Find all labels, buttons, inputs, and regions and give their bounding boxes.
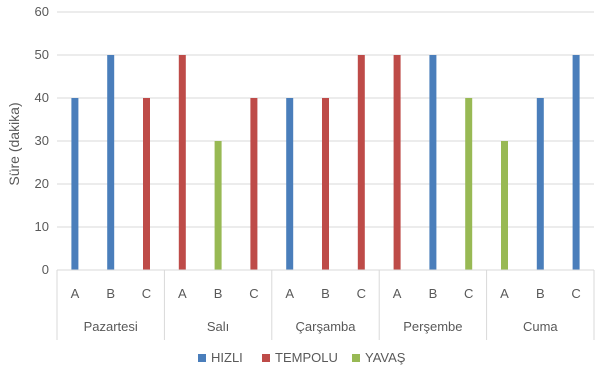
y-tick-label: 50 — [35, 47, 49, 62]
bar-tempolu-çarşamba-b — [322, 98, 329, 270]
legend: HIZLI TEMPOLU YAVAŞ — [198, 350, 406, 365]
x-axis: A B C A B C A B C A B C A B C Pazartesi Salı Çarşamba Perş… — [56, 269, 595, 340]
legend-swatch-tempolu — [262, 354, 270, 362]
legend-swatch-yavaş — [352, 354, 360, 362]
bar-yavaş-cuma-a — [501, 141, 508, 270]
bar-hizli-pazartesi-a — [71, 98, 79, 270]
x-category-label: A — [71, 286, 80, 301]
x-category-label: A — [393, 286, 402, 301]
y-tick-label: 40 — [35, 90, 49, 105]
y-axis-title: Süre (dakika) — [6, 102, 22, 185]
y-tick-label: 60 — [35, 4, 49, 19]
x-category-label: A — [285, 286, 294, 301]
x-category-label: A — [178, 286, 187, 301]
bar-hizli-perşembe-b — [429, 55, 437, 270]
bar-hizli-cuma-c — [572, 55, 580, 270]
y-tick-label: 30 — [35, 133, 49, 148]
y-tick-label: 10 — [35, 219, 49, 234]
bar-hizli-çarşamba-a — [286, 98, 294, 270]
x-category-label: C — [571, 286, 580, 301]
x-category-label: C — [249, 286, 258, 301]
x-category-label: B — [536, 286, 545, 301]
bar-hizli-pazartesi-b — [107, 55, 115, 270]
x-group-label: Pazartesi — [84, 319, 138, 334]
x-group-label: Salı — [207, 319, 229, 334]
bar-yavaş-perşembe-c — [465, 98, 473, 270]
legend-swatch-hizli — [198, 354, 206, 362]
bar-tempolu-pazartesi-c — [143, 98, 150, 270]
x-category-label: C — [357, 286, 366, 301]
x-group-label: Çarşamba — [296, 319, 357, 334]
y-axis: 0 10 20 30 40 50 60 — [35, 4, 49, 277]
legend-label-hizli: HIZLI — [211, 350, 243, 365]
bar-hizli-cuma-b — [536, 98, 544, 270]
bars — [71, 55, 580, 270]
bar-yavaş-salı-b — [214, 141, 222, 270]
x-category-label: A — [500, 286, 509, 301]
x-category-label: B — [429, 286, 438, 301]
bar-tempolu-salı-a — [178, 55, 186, 270]
legend-label-yavaş: YAVAŞ — [365, 350, 406, 365]
bar-tempolu-çarşamba-c — [357, 55, 365, 270]
bar-tempolu-perşembe-a — [393, 55, 401, 270]
y-tick-label: 0 — [42, 262, 49, 277]
x-group-label: Cuma — [523, 319, 558, 334]
legend-label-tempolu: TEMPOLU — [275, 350, 338, 365]
bar-tempolu-salı-c — [250, 98, 258, 270]
x-category-label: B — [321, 286, 330, 301]
x-category-label: C — [464, 286, 473, 301]
x-category-label: B — [214, 286, 223, 301]
x-category-label: B — [106, 286, 115, 301]
x-category-label: C — [142, 286, 151, 301]
y-tick-label: 20 — [35, 176, 49, 191]
x-group-label: Perşembe — [403, 319, 462, 334]
